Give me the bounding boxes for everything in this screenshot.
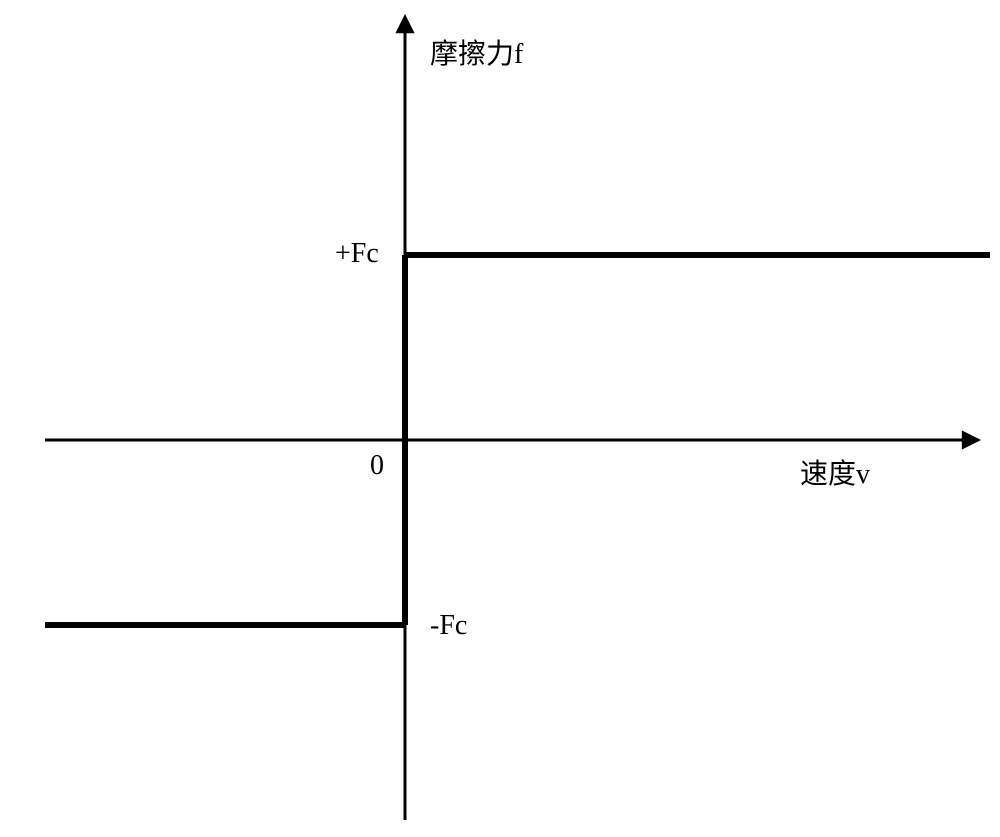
neg-fc-label: -Fc xyxy=(430,610,467,642)
origin-label: 0 xyxy=(370,450,384,482)
friction-chart: 摩擦力f +Fc 0 速度v -Fc xyxy=(0,0,1000,837)
x-axis-title: 速度v xyxy=(800,452,870,492)
y-axis-title: 摩擦力f xyxy=(430,32,523,72)
pos-fc-label: +Fc xyxy=(335,238,379,270)
chart-svg xyxy=(0,0,1000,837)
